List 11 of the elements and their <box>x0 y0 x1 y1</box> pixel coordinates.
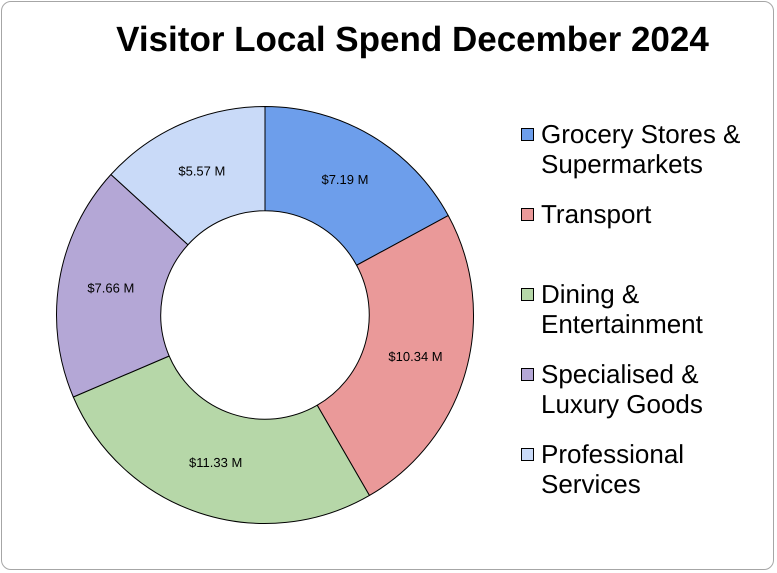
data-label: $10.34 M <box>388 348 443 364</box>
legend-label: Specialised & Luxury Goods <box>541 359 704 419</box>
data-label: $11.33 M <box>189 454 242 470</box>
legend-label: Professional Services <box>541 439 686 499</box>
data-label: $5.57 M <box>178 164 226 179</box>
chart-title: Visitor Local Spend December 2024 <box>115 19 710 61</box>
data-label: $7.19 M <box>321 172 368 188</box>
legend-label: Transport <box>541 199 652 229</box>
data-label: $7.66 M <box>87 280 134 296</box>
legend-label: Dining & Entertainment <box>541 279 704 339</box>
legend-label: Grocery Stores & Supermarkets <box>541 119 742 179</box>
